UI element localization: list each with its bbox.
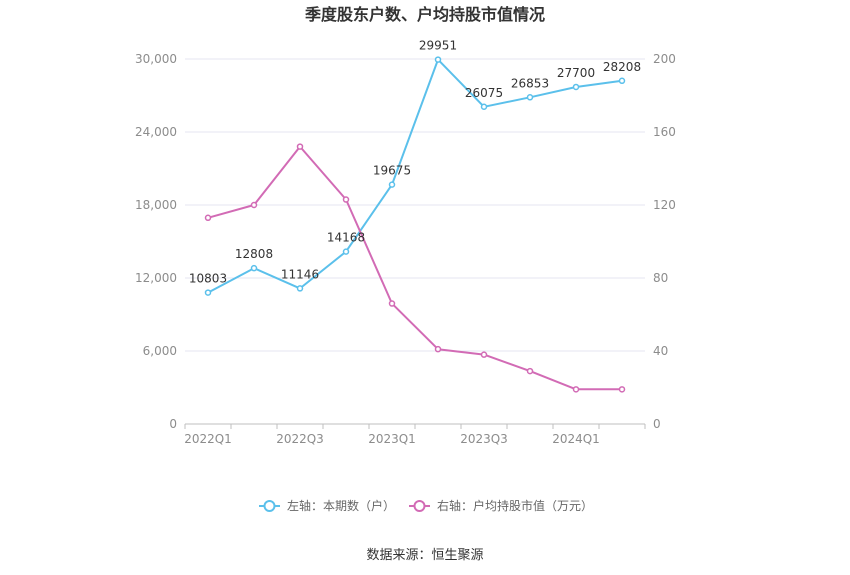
left-axis-tick-label: 18,000	[135, 198, 177, 212]
right-axis-tick-label: 160	[653, 125, 676, 139]
left-axis-tick-label: 6,000	[143, 344, 177, 358]
right-axis-tick-label: 0	[653, 417, 661, 431]
right-axis-tick-label: 80	[653, 271, 668, 285]
left-axis-tick-label: 24,000	[135, 125, 177, 139]
grid	[185, 58, 645, 352]
right-axis-tick-label: 120	[653, 198, 676, 212]
left-axis-tick-label: 12,000	[135, 271, 177, 285]
data-point-0	[434, 56, 442, 63]
data-point-1	[434, 345, 442, 353]
data-point-1	[296, 143, 304, 150]
series-line-1	[207, 145, 622, 391]
data-point-0	[296, 285, 304, 292]
data-point-1	[618, 386, 626, 393]
data-label: 28208	[603, 60, 641, 74]
data-point-1	[250, 201, 258, 209]
x-axis-tick-label: 2022Q1	[184, 432, 232, 446]
legend-marker-left	[263, 500, 276, 512]
x-axis-tick-label: 2024Q1	[552, 432, 600, 446]
data-point-0	[388, 181, 396, 188]
data-point-0	[204, 289, 212, 296]
legend-label-left: 左轴：本期数（户）	[287, 498, 395, 513]
data-label: 29951	[419, 39, 457, 53]
data-label: 19675	[373, 164, 411, 178]
x-axis-tick-label: 2023Q3	[460, 432, 508, 446]
data-label: 27700	[557, 66, 595, 80]
axes: 0 6,000 12,000 18,000 24,000 30,000 0 40 80 120 16…	[135, 52, 676, 446]
legend-label-right: 右轴：户均持股市值（万元）	[437, 498, 593, 513]
data-labels: 10803 12808 11146 14168 19675 29951 26075 26853…	[189, 39, 641, 286]
series-line-0	[207, 58, 623, 294]
source-text: 数据来源：恒生聚源	[366, 548, 483, 563]
data-label: 11146	[281, 267, 319, 281]
data-point-1	[572, 386, 580, 393]
data-point-1	[526, 367, 534, 375]
data-point-1	[342, 196, 350, 203]
data-label: 12808	[235, 247, 273, 261]
legend-item-right[interactable]: 右轴：户均持股市值（万元）	[409, 498, 593, 513]
left-axis-tick-label: 30,000	[135, 52, 177, 66]
x-axis-tick-label: 2022Q3	[276, 432, 324, 446]
left-axis-tick-label: 0	[169, 417, 177, 431]
right-axis-tick-label: 40	[653, 344, 668, 358]
data-point-0	[618, 77, 626, 85]
legend: 左轴：本期数（户） 右轴：户均持股市值（万元）	[259, 498, 593, 513]
data-point-0	[480, 103, 488, 111]
data-label: 26853	[511, 76, 549, 90]
data-point-1	[204, 214, 212, 222]
data-point-0	[526, 94, 534, 101]
legend-marker-right	[413, 500, 426, 512]
x-axis-tick-label: 2023Q1	[368, 432, 416, 446]
data-point-1	[480, 351, 488, 358]
data-point-0	[342, 248, 350, 255]
data-point-0	[250, 264, 258, 272]
legend-item-left[interactable]: 左轴：本期数（户）	[259, 498, 395, 513]
chart-title: 季度股东户数、户均持股市值情况	[304, 5, 545, 24]
data-point-1	[388, 300, 396, 307]
data-point-0	[572, 83, 580, 91]
data-label: 26075	[465, 86, 503, 100]
data-label: 10803	[189, 272, 227, 286]
series-layer	[204, 56, 626, 393]
right-axis-tick-label: 200	[653, 52, 676, 66]
data-label: 14168	[327, 231, 365, 245]
